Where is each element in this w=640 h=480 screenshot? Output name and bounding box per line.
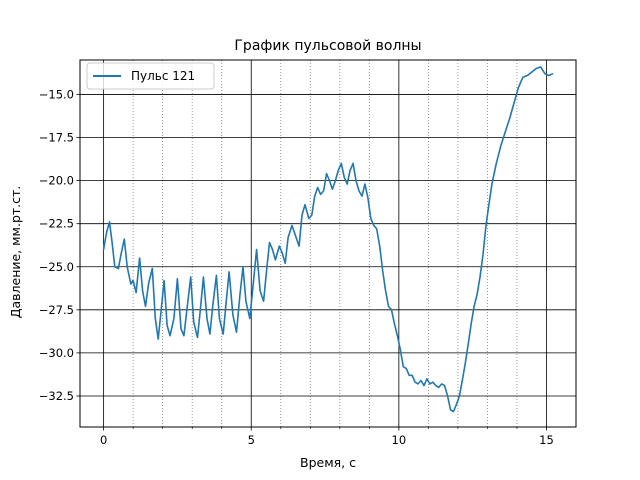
- y-axis-label: Давление, мм.рт.ст.: [8, 186, 23, 319]
- series-line: [102, 66, 554, 413]
- y-tick-label: −30.0: [39, 346, 74, 360]
- plot-area: [79, 59, 577, 428]
- x-tick-label: 5: [248, 433, 255, 447]
- x-axis-label: Время, с: [300, 455, 356, 470]
- x-tick-label: 0: [100, 433, 107, 447]
- y-tick-label: −22.5: [39, 217, 74, 231]
- y-axis-ticks: −15.0 −17.5 −20.0 −22.5 −25.0 −27.5 −30.0 −32.5: [39, 87, 80, 403]
- y-tick-label: −25.0: [39, 260, 74, 274]
- y-tick-label: −17.5: [39, 131, 74, 145]
- x-tick-label: 10: [392, 433, 407, 447]
- minor-gridlines: [132, 60, 518, 427]
- x-tick-label: 15: [539, 433, 554, 447]
- axes-frame: [79, 59, 577, 428]
- chart-title: График пульсовой волны: [234, 38, 421, 54]
- x-axis-ticks: 0 5 10 15: [100, 427, 554, 447]
- y-tick-label: −15.0: [39, 87, 74, 101]
- y-tick-label: −20.0: [39, 174, 74, 188]
- y-tick-label: −32.5: [39, 389, 74, 403]
- legend-box: [86, 62, 215, 90]
- series-layer: [102, 66, 554, 413]
- plot-background: [80, 60, 576, 427]
- y-tick-label: −27.5: [39, 303, 74, 317]
- legend-label: Пульс 121: [131, 69, 195, 83]
- legend: Пульс 121: [86, 62, 215, 90]
